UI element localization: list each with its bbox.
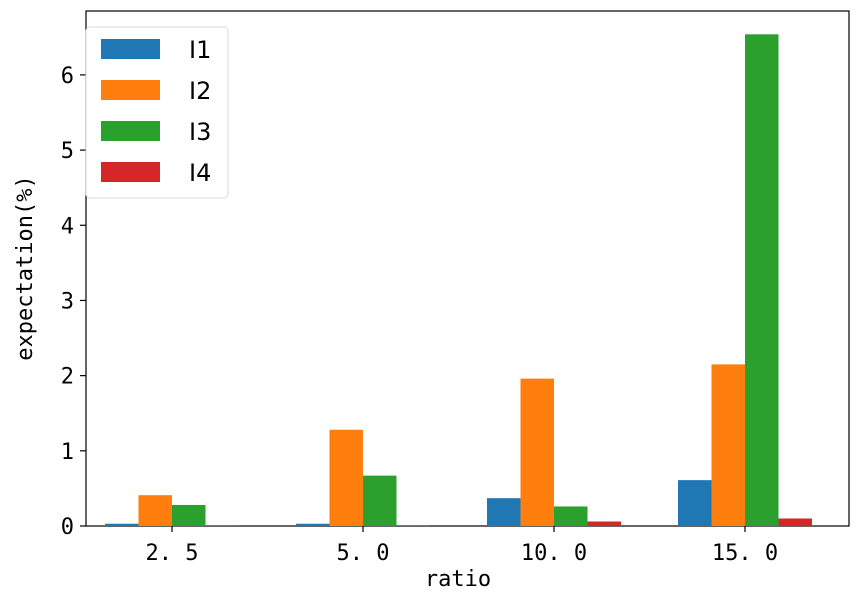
legend-label-i2: I2: [189, 77, 211, 105]
bar-i2-10-0: [520, 378, 554, 526]
bar-i3-10-0: [554, 506, 588, 526]
legend-swatch-i2: [101, 80, 160, 100]
y-tick-label-6: 6: [61, 64, 74, 89]
legend-label-i4: I4: [189, 159, 211, 187]
legend-swatch-i1: [101, 39, 160, 59]
bar-i2-15-0: [711, 364, 745, 526]
legend-label-i3: I3: [189, 118, 211, 146]
bar-i1-5-0: [296, 523, 330, 526]
bar-i4-5-0: [396, 525, 430, 526]
x-tick-label-2: 10. 0: [521, 541, 587, 566]
x-tick-label-1: 5. 0: [337, 541, 390, 566]
x-axis: 2. 5 5. 0 10. 0 15. 0: [146, 526, 778, 566]
y-tick-label-1: 1: [61, 440, 74, 465]
bar-i4-15-0: [778, 518, 812, 526]
bar-i3-2-5: [172, 504, 206, 526]
bar-i1-15-0: [678, 480, 712, 526]
legend-swatch-i3: [101, 121, 160, 141]
bar-i1-2-5: [105, 523, 139, 526]
x-tick-label-3: 15. 0: [712, 541, 778, 566]
y-axis-title: expectation(%): [13, 175, 38, 360]
y-tick-label-2: 2: [61, 365, 74, 390]
y-tick-label-5: 5: [61, 139, 74, 164]
plot-frame: [85, 10, 850, 527]
bar-i3-5-0: [363, 475, 397, 526]
legend: I1 I2 I3 I4: [85, 26, 229, 199]
legend-swatch-i4: [101, 162, 160, 182]
x-tick-label-0: 2. 5: [146, 541, 199, 566]
y-tick-label-3: 3: [61, 289, 74, 314]
y-tick-label-4: 4: [61, 214, 74, 239]
legend-box: [85, 26, 229, 199]
bars-layer: [105, 34, 812, 527]
bar-i2-5-0: [329, 429, 363, 526]
bar-i2-2-5: [138, 495, 172, 526]
bar-i4-2-5: [205, 525, 239, 526]
bar-i3-15-0: [745, 34, 779, 527]
bar-i4-10-0: [587, 521, 621, 526]
bar-i1-10-0: [487, 498, 521, 526]
legend-label-i1: I1: [189, 36, 211, 64]
y-axis: 0 1 2 3 4 5 6: [61, 64, 86, 540]
y-tick-label-0: 0: [61, 515, 74, 540]
x-axis-title: ratio: [425, 567, 491, 592]
